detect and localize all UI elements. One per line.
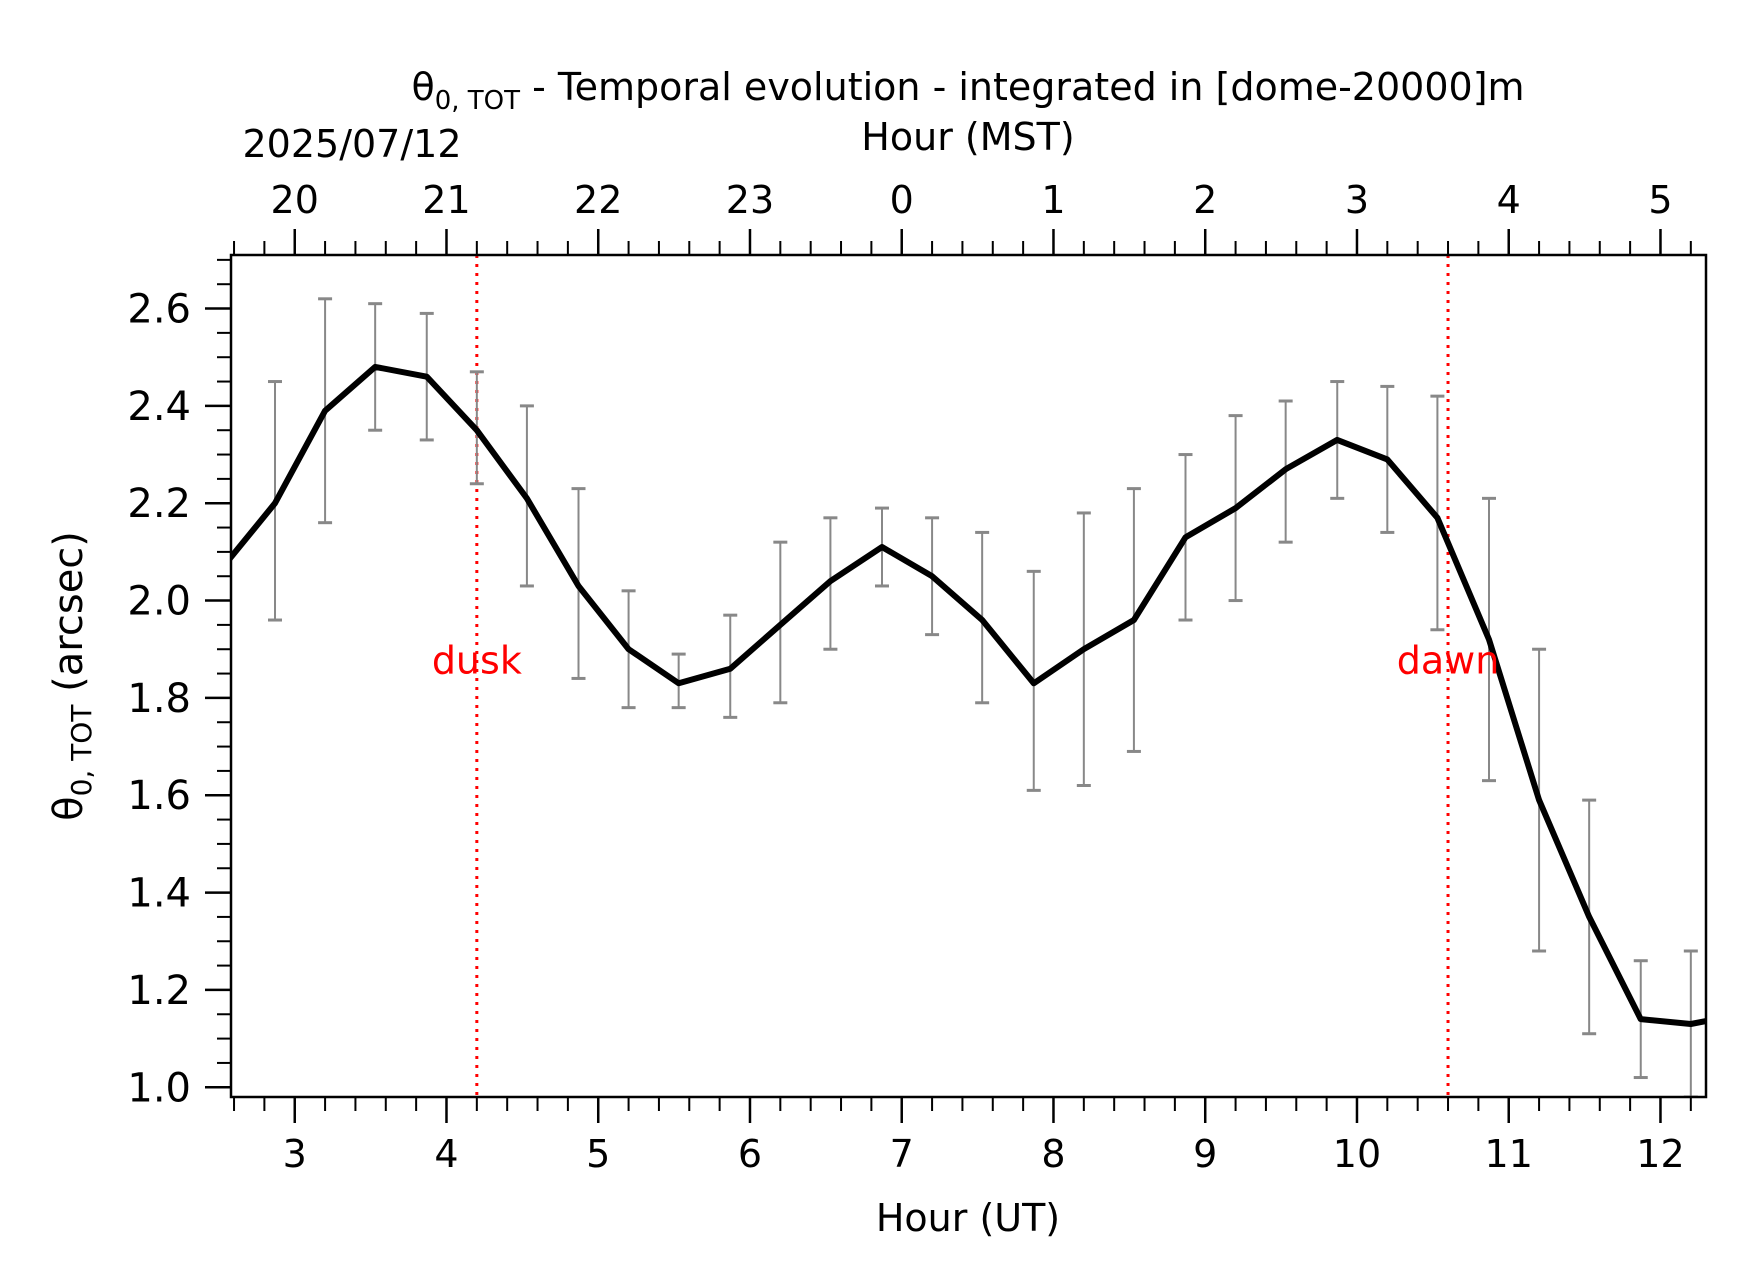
x2-tick-label: 1 <box>1041 178 1065 222</box>
annotations: dusk dawn <box>432 638 1499 682</box>
x2-tick-label: 5 <box>1648 178 1672 222</box>
x2-tick-label: 4 <box>1497 178 1521 222</box>
y-tick-label: 1.8 <box>127 676 191 722</box>
axis-ticks <box>205 229 1692 1123</box>
y-tick-label: 1.6 <box>127 773 191 819</box>
x2-tick-label: 20 <box>271 178 319 222</box>
y-tick-label: 2.0 <box>127 579 191 625</box>
y-tick-label: 2.4 <box>127 384 191 430</box>
chart-title: θ0, TOT - Temporal evolution - integrate… <box>411 65 1524 116</box>
date-label: 2025/07/12 <box>242 122 461 166</box>
x2-tick-label: 22 <box>574 178 622 222</box>
x2-tick-label: 3 <box>1345 178 1369 222</box>
x-tick-label: 6 <box>738 1132 762 1176</box>
reference-lines <box>475 255 1450 1097</box>
x-tick-label: 3 <box>283 1132 307 1176</box>
x2-tick-label: 23 <box>726 178 774 222</box>
plot-frame <box>229 253 1708 1099</box>
tick-labels: 3 20 4 21 5 22 6 23 7 0 8 1 9 2 10 3 11 4 12 5 1.0 1.2 1.4 1.6 1… <box>127 178 1684 1176</box>
x2-tick-label: 2 <box>1193 178 1217 222</box>
x2-tick-label: 21 <box>422 178 470 222</box>
x-axis-label: Hour (UT) <box>876 1196 1060 1240</box>
y-tick-label: 2.2 <box>127 481 191 527</box>
x-tick-label: 4 <box>434 1132 458 1176</box>
y-axis-label: θ0, TOT (arcsec) <box>46 531 98 821</box>
error-bars <box>268 297 1698 1097</box>
x-tick-label: 5 <box>586 1132 610 1176</box>
y-tick-label: 1.0 <box>127 1065 191 1111</box>
x-tick-label: 8 <box>1041 1132 1065 1176</box>
x-tick-label: 12 <box>1636 1132 1684 1176</box>
x-tick-label: 10 <box>1333 1132 1381 1176</box>
annotation-label: dawn <box>1397 638 1500 682</box>
x2-tick-label: 0 <box>890 178 914 222</box>
x2-axis-label: Hour (MST) <box>861 115 1074 159</box>
annotation-label: dusk <box>432 638 522 682</box>
x-tick-label: 11 <box>1485 1132 1533 1176</box>
y-tick-label: 1.4 <box>127 871 191 917</box>
series-line <box>231 363 1706 1027</box>
x-tick-label: 9 <box>1193 1132 1217 1176</box>
x-tick-label: 7 <box>890 1132 914 1176</box>
y-tick-label: 1.2 <box>127 968 191 1014</box>
y-tick-label: 2.6 <box>127 287 191 333</box>
series-lines <box>231 363 1706 1027</box>
